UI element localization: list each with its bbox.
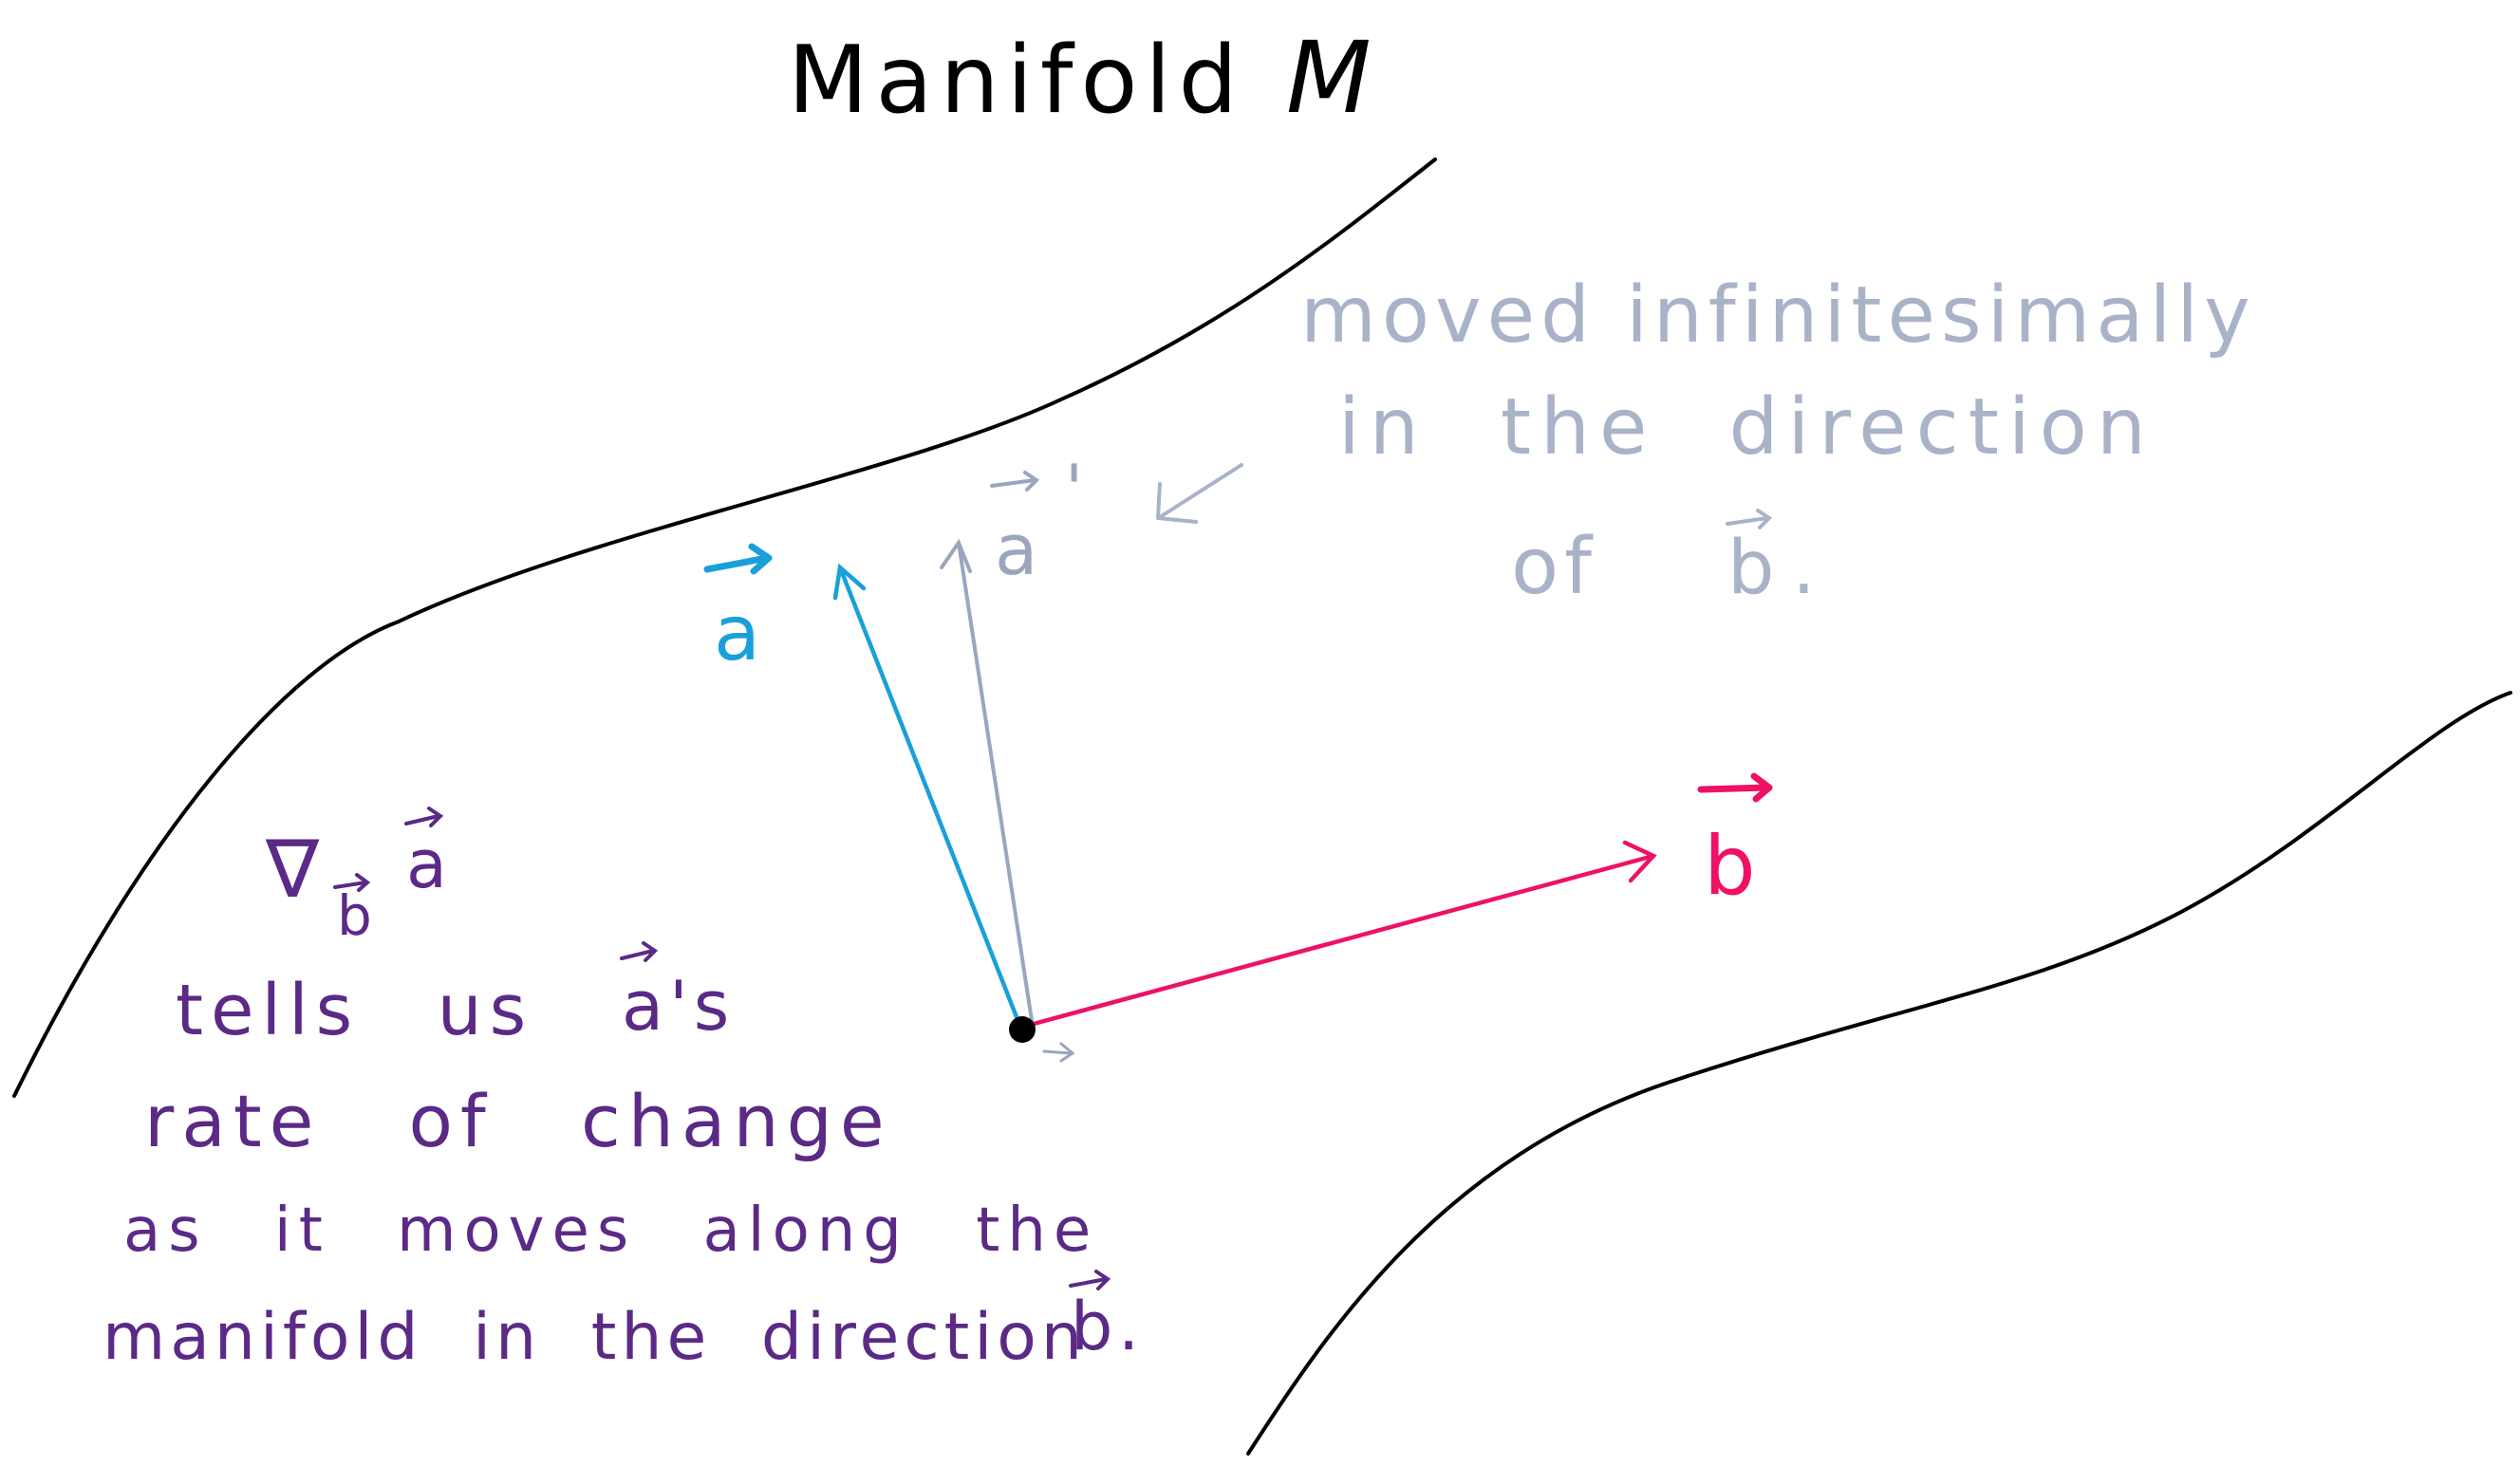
line1-vector: a: [622, 966, 663, 1046]
label-a-moved-text: a: [995, 510, 1037, 591]
line1-vec-arrow-icon: [620, 941, 659, 962]
explanation-line-1: tells us: [176, 970, 533, 1051]
title-symbol: M: [1286, 20, 1372, 136]
vector-b: [1022, 840, 1657, 1030]
vector-b-arrowhead: [1622, 840, 1657, 883]
label-b-text: b: [1704, 819, 1756, 914]
label-a-text: a: [714, 589, 760, 677]
explanation-line-3: as it moves along the: [123, 1196, 1098, 1266]
manifold-lower-boundary: [1246, 691, 2512, 1456]
vector-b-shaft: [1022, 853, 1654, 1030]
moved-note: moved infinitesimally in the direction o…: [1300, 270, 2256, 612]
label-a-moved-arrow-icon: [990, 471, 1040, 492]
vector-a-moved-shaft: [957, 542, 1035, 1028]
vector-a-moved: [940, 538, 1075, 1063]
vector-a-shaft: [837, 566, 1023, 1028]
label-vector-a: a: [703, 543, 773, 677]
line1-suffix: 's: [669, 966, 735, 1046]
note-b-text: b: [1727, 526, 1775, 611]
title-group: Manifold M: [788, 20, 1372, 136]
note-b-arrow-icon: [1726, 509, 1773, 529]
base-point: [1009, 1016, 1036, 1043]
explanation-line-2: rate of change: [144, 1079, 892, 1163]
nabla-vector: a: [406, 826, 447, 903]
label-a-arrow-icon: [703, 543, 773, 575]
note-period: .: [1792, 526, 1816, 611]
nabla-symbol: ∇: [265, 823, 320, 916]
line4-suffix: .: [1118, 1288, 1139, 1365]
vector-a-moved-small-arrow: [1042, 1042, 1075, 1063]
vector-a-moved-arrowhead: [940, 538, 972, 573]
label-vector-a-moved: a ': [990, 451, 1083, 591]
vector-a-arrowhead: [832, 563, 867, 601]
note-line-1: moved infinitesimally: [1300, 270, 2256, 361]
label-vector-b: b: [1697, 772, 1773, 914]
nabla-sub-arrow-icon: [333, 873, 371, 892]
title-text: Manifold: [788, 27, 1245, 135]
manifold-upper-boundary: [12, 158, 1437, 1098]
nabla-vec-arrow-icon: [404, 807, 444, 827]
line4-vec-arrow-icon: [1069, 1270, 1111, 1290]
nabla-subscript: b: [337, 883, 372, 948]
note-line-3: of: [1511, 522, 1597, 612]
explanation: ∇ b a tells us a 's rate of change as it…: [103, 807, 1139, 1375]
label-a-moved-prime: ': [1065, 451, 1083, 529]
label-b-arrow-icon: [1697, 772, 1773, 803]
note-pointer-arrow-icon: [1156, 463, 1243, 524]
line4-vector: b: [1071, 1288, 1112, 1365]
note-line-2: in the direction: [1338, 382, 2156, 473]
vector-a: [832, 563, 1023, 1028]
explanation-line-4: manifold in the direction: [103, 1300, 1087, 1375]
